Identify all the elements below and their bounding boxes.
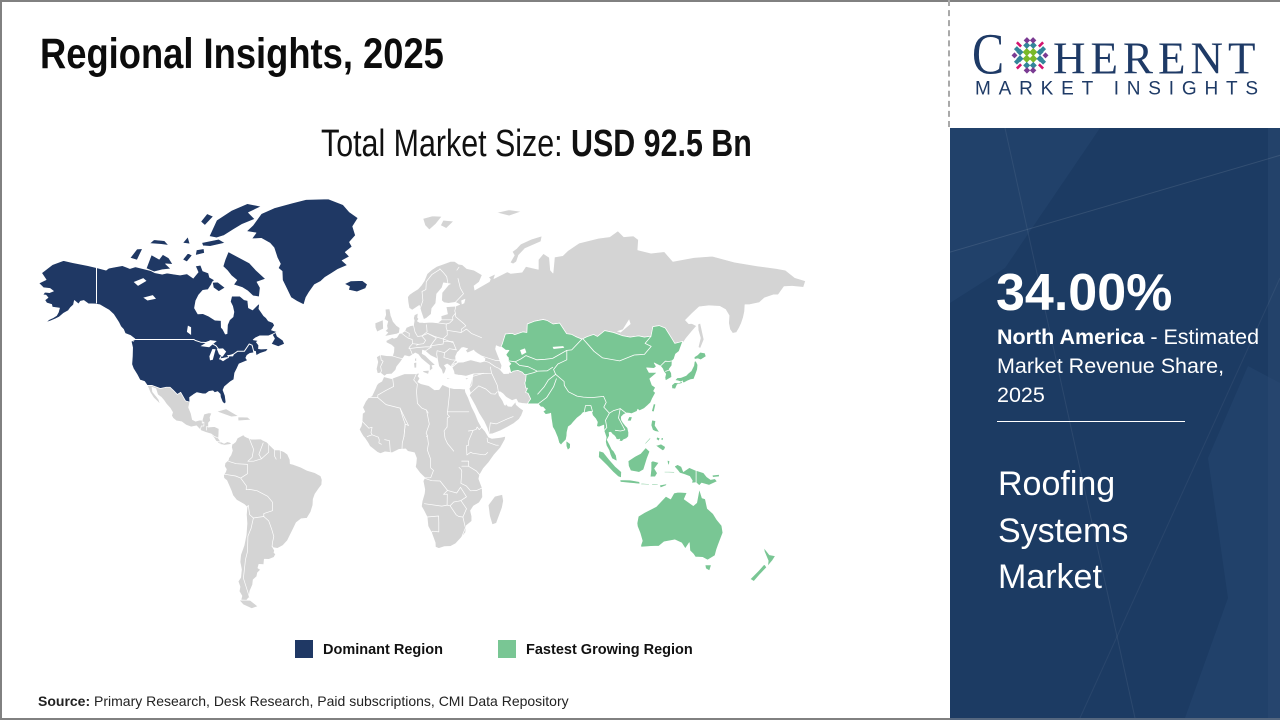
svg-text:MARKET INSIGHTS: MARKET INSIGHTS xyxy=(975,78,1266,99)
svg-text:HERENT: HERENT xyxy=(1053,34,1260,84)
svg-text:C: C xyxy=(972,22,1004,86)
